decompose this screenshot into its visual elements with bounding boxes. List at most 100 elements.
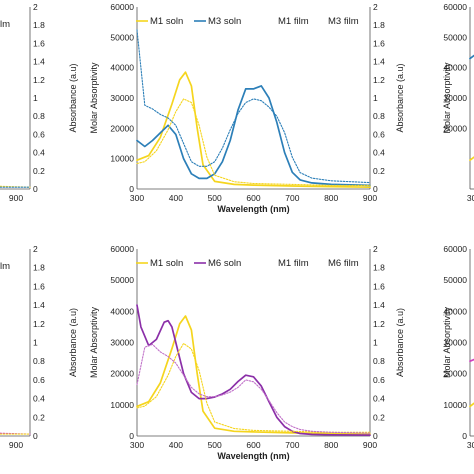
y2-tick-label: 1.8 <box>373 263 385 273</box>
y2-tick-label: 1.6 <box>373 281 385 291</box>
y2-axis-title: Absorbance (a.u) <box>68 63 78 132</box>
y2-tick-label: 0.2 <box>33 412 45 422</box>
y2-tick-label: 0.8 <box>373 356 385 366</box>
legend-label: M3 soln <box>208 16 241 27</box>
legend-label: M6 soln <box>208 258 241 269</box>
x-tick-label: 300 <box>467 193 474 203</box>
y2-tick-label: 2 <box>33 2 38 12</box>
y2-tick-label: 0.6 <box>373 129 385 139</box>
legend-label: M1 film <box>278 16 309 27</box>
panel-center-bottom: 300 400 500 600 700 800 9000100002000030000400… <box>89 244 405 461</box>
x-tick-label: 700 <box>285 440 299 450</box>
y2-tick-label: 2 <box>33 244 38 254</box>
y2-tick-label: 2 <box>373 244 378 254</box>
y-tick-label: 60000 <box>110 244 134 254</box>
series-line <box>136 29 371 184</box>
series-line <box>136 98 371 186</box>
y2-tick-label: 0.4 <box>33 148 45 158</box>
series-line <box>136 71 371 189</box>
y-tick-label: 10000 <box>443 400 467 410</box>
y-tick-label: 40000 <box>443 306 467 316</box>
series-line <box>136 343 371 434</box>
y-axis-title: Molar Absorptivity <box>89 306 99 378</box>
y2-tick-label: 1.2 <box>33 75 45 85</box>
y2-tick-label: 0.4 <box>33 394 45 404</box>
y2-tick-label: 1.2 <box>373 319 385 329</box>
y2-tick-label: 0 <box>33 431 38 441</box>
y-tick-label: 60000 <box>443 2 467 12</box>
panel-left-top: 900 0 0.2 0.4 0.6 0.8 1 1.2 1.4 1.6 1.8 2 Absorbance… <box>0 2 78 203</box>
x-axis-title: Wavelength (nm) <box>217 204 289 214</box>
series-line <box>136 304 371 436</box>
x-tick-label: 300 <box>130 440 144 450</box>
legend-label: M6 film <box>328 258 359 269</box>
y-tick-label: 50000 <box>443 275 467 285</box>
x-tick-label: 400 <box>169 440 183 450</box>
series-line <box>469 54 474 60</box>
panel-right-bottom: 3000 10000 20000 30000 40000 50000 60000 Molar … <box>442 244 474 450</box>
y2-tick-label: 1 <box>373 338 378 348</box>
y-tick-label: 60000 <box>110 2 134 12</box>
y2-tick-label: 0.4 <box>373 394 385 404</box>
x-tick-label: 900 <box>363 440 377 450</box>
y2-tick-label: 0 <box>33 184 38 194</box>
y-tick-label: 40000 <box>110 306 134 316</box>
x-tick-label: 900 <box>363 193 377 203</box>
x-tick-label: 900 <box>9 440 23 450</box>
legend-label: M1 soln <box>150 16 183 27</box>
y-tick-label: 50000 <box>110 275 134 285</box>
legend-label-fragment: lm <box>0 261 10 272</box>
y-tick-label: 20000 <box>110 369 134 379</box>
y2-tick-label: 1 <box>33 93 38 103</box>
x-tick-label: 500 <box>208 193 222 203</box>
y2-tick-label: 1 <box>373 93 378 103</box>
legend-label: M3 film <box>328 16 359 27</box>
series-line <box>136 342 371 433</box>
y2-axis-title: Absorbance (a.u) <box>68 308 78 377</box>
legend-label: M1 soln <box>150 258 183 269</box>
panel-right-top: 300 20000 30000 40000 50000 60000 Molar Absorp… <box>442 2 474 203</box>
series-line <box>136 85 371 187</box>
y-tick-label: 0 <box>129 184 134 194</box>
y2-tick-label: 1.8 <box>33 20 45 30</box>
legend-label-fragment: lm <box>0 19 10 30</box>
y2-axis-title: Absorbance (a.u) <box>395 308 405 377</box>
y2-tick-label: 1.2 <box>373 75 385 85</box>
y2-tick-label: 1.2 <box>33 319 45 329</box>
y-tick-label: 10000 <box>110 154 134 164</box>
x-tick-label: 900 <box>9 193 23 203</box>
y-tick-label: 30000 <box>110 338 134 348</box>
y2-tick-label: 0 <box>373 184 378 194</box>
y2-tick-label: 1.8 <box>373 20 385 30</box>
y2-tick-label: 0.6 <box>33 129 45 139</box>
y2-tick-label: 1.6 <box>33 281 45 291</box>
y-tick-label: 60000 <box>443 244 467 254</box>
y2-tick-label: 0.6 <box>373 375 385 385</box>
y2-tick-label: 0.8 <box>33 356 45 366</box>
y-tick-label: 20000 <box>443 369 467 379</box>
y2-tick-label: 1.4 <box>373 57 385 67</box>
series-line <box>469 156 474 162</box>
y2-tick-label: 1.8 <box>33 263 45 273</box>
y-tick-label: 30000 <box>443 93 467 103</box>
x-tick-label: 400 <box>169 193 183 203</box>
y2-tick-label: 1.4 <box>33 57 45 67</box>
y-tick-label: 30000 <box>110 93 134 103</box>
y2-tick-label: 2 <box>373 2 378 12</box>
y2-tick-label: 0.4 <box>373 148 385 158</box>
y-tick-label: 40000 <box>443 63 467 73</box>
y-tick-label: 50000 <box>110 32 134 42</box>
y-axis-title: Molar Absorptivity <box>442 62 452 134</box>
x-tick-label: 800 <box>324 193 338 203</box>
series-line <box>469 402 474 408</box>
y-tick-label: 0 <box>129 431 134 441</box>
x-tick-label: 800 <box>324 440 338 450</box>
y2-tick-label: 1.4 <box>373 300 385 310</box>
x-tick-label: 300 <box>467 440 474 450</box>
y2-tick-label: 1.4 <box>33 300 45 310</box>
panel-center-top: 300 400 500 600 700 800 9000100002000030000400… <box>89 2 405 214</box>
y-tick-label: 0 <box>462 431 467 441</box>
x-axis-title: Wavelength (nm) <box>217 451 289 461</box>
y2-tick-label: 0.2 <box>373 412 385 422</box>
